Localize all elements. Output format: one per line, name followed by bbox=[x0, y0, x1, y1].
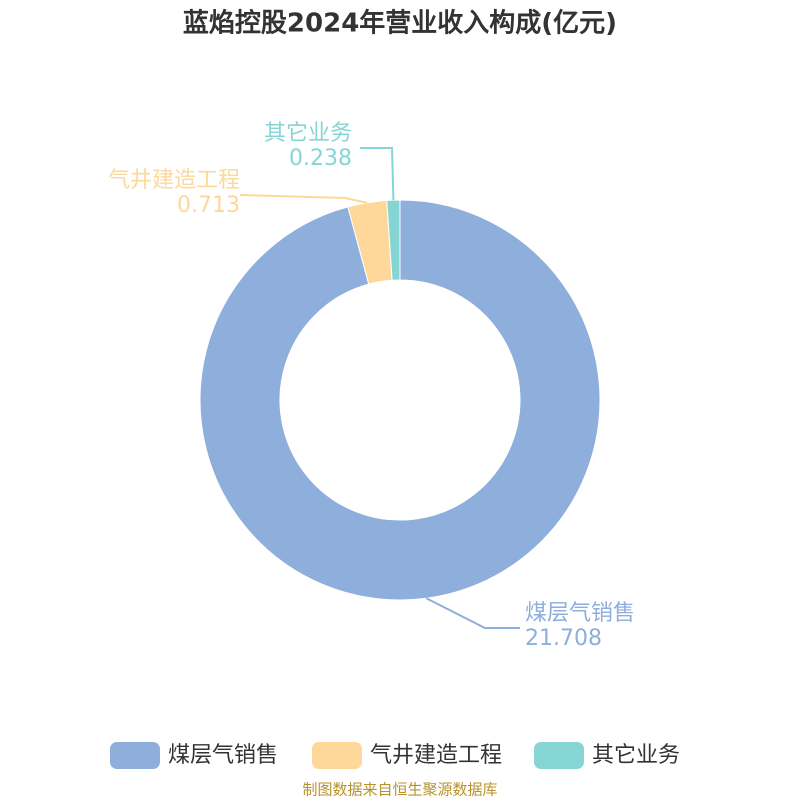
donut-slice bbox=[386, 199, 401, 281]
leader-line bbox=[425, 597, 520, 629]
legend-swatch bbox=[110, 742, 160, 769]
donut-slice bbox=[199, 199, 601, 601]
legend-label: 煤层气销售 bbox=[168, 743, 278, 768]
legend-label: 其它业务 bbox=[592, 743, 680, 768]
slice-value: 0.238 bbox=[289, 146, 352, 171]
leader-line bbox=[360, 147, 395, 201]
source-note: 制图数据来自恒生聚源数据库 bbox=[302, 781, 497, 799]
legend-swatch bbox=[534, 742, 584, 769]
slice-value: 21.708 bbox=[525, 626, 602, 651]
slice-label: 煤层气销售 bbox=[525, 601, 635, 626]
slice-value: 0.713 bbox=[177, 193, 240, 218]
legend-swatch bbox=[312, 742, 362, 769]
slice-label: 气井建造工程 bbox=[108, 168, 240, 193]
slice-label: 其它业务 bbox=[264, 121, 352, 146]
leader-line bbox=[239, 194, 368, 204]
legend-label: 气井建造工程 bbox=[370, 743, 502, 768]
chart-title: 蓝焰控股2024年营业收入构成(亿元) bbox=[183, 8, 617, 39]
